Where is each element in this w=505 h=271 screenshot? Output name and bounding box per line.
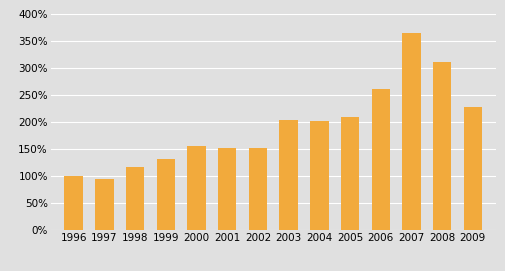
Bar [310,121,328,230]
Bar [218,148,236,230]
Bar [187,146,205,230]
Bar [156,159,175,230]
Bar [340,117,359,230]
Bar [371,89,389,230]
Bar [95,179,113,230]
Bar [64,176,83,230]
Bar [279,120,297,230]
Bar [463,107,481,230]
Bar [248,148,267,230]
Bar [432,62,450,230]
Bar [126,167,144,230]
Bar [401,33,420,230]
